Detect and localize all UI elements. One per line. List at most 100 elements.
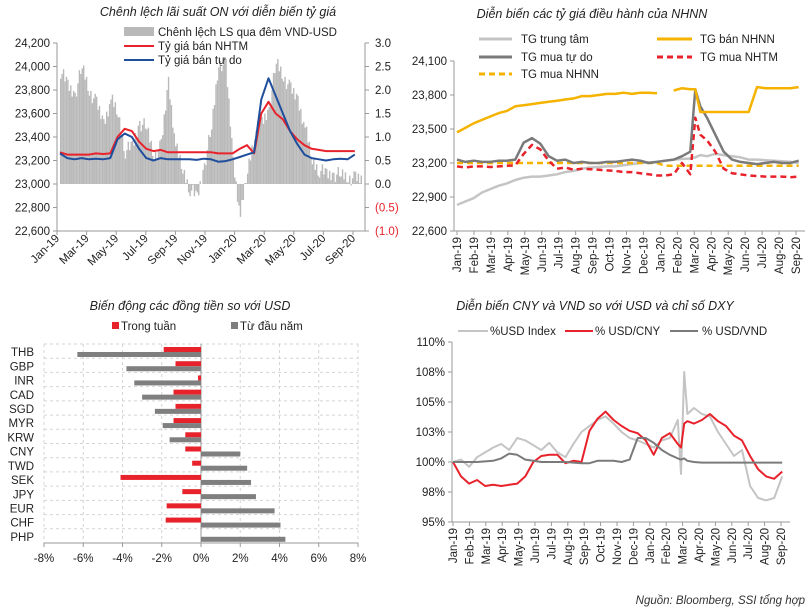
chart-currencies-vs-usd: Biến động các đồng tiền so với USD Trong… <box>7 299 366 565</box>
chart1-spread-bar <box>160 138 163 184</box>
chart3-bar-thb-week <box>163 347 201 352</box>
chart3-bar-krw-ytd <box>169 437 201 443</box>
chart1-spread-bar <box>172 127 174 184</box>
legend-label-vnd: % USD/VND <box>702 326 767 338</box>
chart4-y-tick-label: 95% <box>422 517 445 529</box>
chart4-y-tick-label: 110% <box>416 337 445 349</box>
legend-label-week: Trong tuần <box>121 321 176 333</box>
chart1-spread-bar <box>213 105 216 184</box>
chart1-spread-bar <box>166 90 168 184</box>
chart1-spread-bar <box>218 67 220 184</box>
chart1-right-ticks: 3.0 2.5 2.0 1.5 1.0 0.5 0.0 (0.5) (1.0) <box>365 38 399 238</box>
chart1-left-tick-label: 23,800 <box>15 85 50 97</box>
chart1-left-tick-label: 23,600 <box>15 109 50 121</box>
chart1-spread-bar <box>149 142 151 184</box>
chart2-x-tick-label: Sep-19 <box>588 237 600 274</box>
chart1-spread-bar <box>221 71 223 184</box>
chart1-spread-bar <box>176 143 178 184</box>
chart1-x-tick-may-20: May-20 <box>263 233 299 269</box>
chart1-spread-bar <box>336 174 338 184</box>
chart3-category-sek: SEK <box>11 475 34 487</box>
chart1-spread-bar <box>127 141 129 184</box>
chart1-spread-bar <box>140 131 142 184</box>
chart1-x-tick-nov-19: Nov-19 <box>175 233 210 268</box>
chart1-spread-bar <box>180 168 183 184</box>
chart3-category-eur: EUR <box>10 503 34 515</box>
chart4-line-usd-index <box>452 371 784 502</box>
chart1-spread-bar <box>93 98 95 184</box>
chart3-title: Biến động các đồng tiền so với USD <box>90 299 291 313</box>
chart1-x-tick-may-19: May-19 <box>86 233 122 269</box>
chart-cny-vnd-dxy: Diễn biến CNY và VND so với USD và chỉ s… <box>416 298 790 566</box>
chart1-spread-bar <box>360 175 362 184</box>
chart2-x-tick-label: Jul-20 <box>757 237 769 268</box>
chart2-y-tick-label: 23,200 <box>412 158 447 170</box>
chart2-x-tick-label: Nov-19 <box>622 237 634 274</box>
chart1-right-tick-label: 0.0 <box>375 179 391 191</box>
chart3-category-inr: INR <box>14 376 34 388</box>
chart4-x-tick-label: Mar-20 <box>678 528 690 564</box>
chart1-spread-bar <box>324 168 327 184</box>
chart1-spread-bar <box>320 170 322 184</box>
chart2-lines <box>456 85 800 207</box>
chart2-x-tick-label: Dec-19 <box>638 237 650 274</box>
chart1-spread-bar <box>301 123 303 184</box>
chart4-x-tick-label: May-20 <box>710 528 722 566</box>
chart1-spread-bar <box>334 182 337 184</box>
chart4-x-tick-label: Oct-19 <box>596 528 608 563</box>
chart2-x-tick-label: Aug-19 <box>571 237 583 274</box>
legend-label-spread: Chênh lệch LS qua đêm VND-USD <box>158 27 337 39</box>
chart2-x-tick-label: Jan-20 <box>655 237 667 272</box>
chart2-x-ticks: Jan-19 Feb-19 Mar-19 Apr-19 May-19 Jun-19 Jul-… <box>452 231 803 275</box>
chart1-spread-bar <box>238 184 240 206</box>
chart1-spread-bar <box>265 120 268 184</box>
chart1-spread-bar <box>80 74 82 184</box>
chart1-spread-bar <box>85 76 88 184</box>
chart1-spread-bar <box>195 184 197 191</box>
chart1-left-tick-label: 22,800 <box>15 203 50 215</box>
chart3-bar-gbp-week <box>175 361 201 367</box>
chart1-spread-bar <box>167 76 170 184</box>
chart1-title: Chênh lệch lãi suất ON với diễn biến tỷ … <box>100 4 336 19</box>
chart1-spread-bar <box>209 137 211 184</box>
chart1-right-tick-label: (0.5) <box>375 203 399 215</box>
chart2-x-tick-label: Oct-19 <box>605 237 617 272</box>
legend-label-nhtm-buy: TG mua NHTM <box>700 52 778 64</box>
chart4-x-tick-label: Jul-19 <box>546 528 558 559</box>
chart4-y-tick-label: 103% <box>416 427 445 439</box>
chart1-spread-bar <box>310 157 312 184</box>
chart1-spread-bar <box>277 58 279 185</box>
chart2-x-tick-label: Mar-19 <box>486 237 498 273</box>
chart1-spread-bar <box>65 76 68 184</box>
chart1-spread-bar <box>101 115 104 184</box>
chart1-spread-bar <box>349 175 351 184</box>
chart2-x-tick-label: May-19 <box>520 237 532 275</box>
chart1-spread-bar <box>120 134 122 184</box>
chart1-spread-bar <box>98 105 101 184</box>
chart1-spread-bar <box>308 141 311 184</box>
chart1-spread-bar <box>177 157 180 184</box>
chart1-spread-bar <box>271 90 273 184</box>
legend-label-free: Tỷ giá bán tự do <box>158 55 242 67</box>
chart1-spread-bar <box>347 182 350 184</box>
chart3-category-sgd: SGD <box>9 404 34 416</box>
chart1-spread-bar <box>300 108 302 184</box>
chart1-left-tick-label: 22,600 <box>15 226 50 238</box>
chart3-bar-twd-week <box>192 460 201 466</box>
chart4-line-usd-vnd <box>453 437 783 465</box>
chart2-y-tick-label: 23,500 <box>412 124 447 136</box>
legend-label-sbv-sell: TG bán NHNN <box>700 34 775 46</box>
chart1-spread-bar <box>126 150 128 184</box>
chart3-bar-myr-week <box>173 418 201 424</box>
chart1-spread-bar <box>326 168 328 184</box>
chart4-y-tick-label: 100% <box>416 457 445 469</box>
chart1-spread-bar <box>81 68 83 184</box>
chart4-y-ticks: 110% 108% 105% 103% 100% 98% 95% <box>416 337 452 529</box>
legend-swatch-week <box>112 322 119 329</box>
chart4-legend: %USD Index % USD/CNY % USD/VND <box>458 326 767 338</box>
chart3-category-myr: MYR <box>8 418 34 430</box>
chart1-spread-bar <box>163 114 165 184</box>
chart3-bar-gbp-ytd <box>126 366 201 372</box>
chart1-spread-bar <box>74 92 76 184</box>
